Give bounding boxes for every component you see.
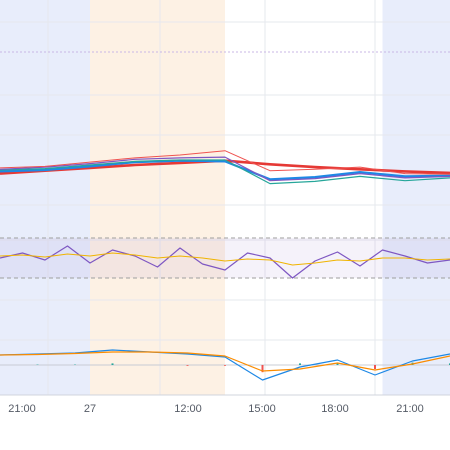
macd-pane[interactable] — [0, 349, 450, 381]
price-series-1[interactable] — [0, 159, 450, 181]
macd-hist-bar-8 — [299, 363, 301, 365]
x-axis: 21:00 27 12:00 15:00 18:00 21:00 — [8, 403, 424, 415]
grid-lines — [0, 0, 450, 396]
x-tick-label-2: 12:00 — [174, 403, 202, 415]
macd-series-1[interactable] — [0, 351, 450, 372]
rsi-series-0[interactable] — [0, 245, 450, 279]
macd-hist-bar-6 — [224, 365, 226, 366]
rsi-band — [0, 238, 450, 278]
macd-hist-bar-10 — [374, 365, 376, 369]
x-tick-label-4: 18:00 — [321, 403, 349, 415]
session-band-2 — [382, 0, 450, 395]
price-pane[interactable] — [0, 150, 450, 185]
session-band-1 — [90, 0, 225, 395]
price-series-3[interactable] — [0, 156, 450, 182]
x-tick-label-1: 27 — [84, 403, 96, 415]
price-series-4[interactable] — [0, 150, 450, 175]
rsi-pane[interactable] — [0, 237, 450, 279]
session-bands — [0, 0, 450, 395]
x-tick-label-5: 21:00 — [396, 403, 424, 415]
macd-hist-bar-7 — [261, 365, 264, 373]
macd-hist-bar-3 — [111, 363, 114, 365]
rsi-series-1[interactable] — [0, 252, 450, 266]
macd-hist-bar-9 — [336, 362, 339, 365]
x-tick-label-0: 21:00 — [8, 403, 36, 415]
price-series-2[interactable] — [0, 159, 450, 185]
macd-hist-bar-5 — [186, 365, 189, 366]
session-band-0 — [0, 0, 90, 395]
x-tick-label-3: 15:00 — [248, 403, 276, 415]
